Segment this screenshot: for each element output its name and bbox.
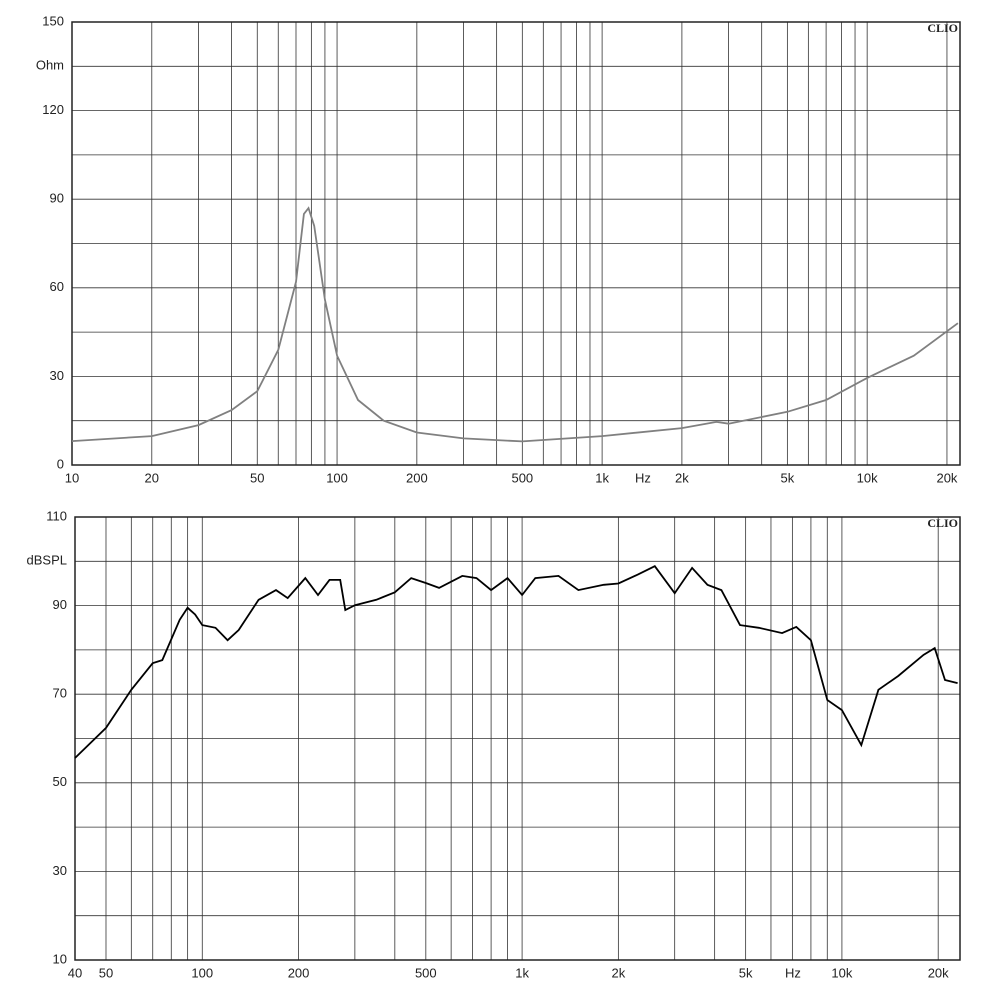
x-tick-label: 500 xyxy=(511,470,533,485)
x-tick-label: 2k xyxy=(612,965,626,980)
x-tick-label: 100 xyxy=(191,965,213,980)
data-line xyxy=(71,206,959,443)
y-tick-label: 0 xyxy=(57,456,64,471)
x-tick-label: 1k xyxy=(515,965,529,980)
x-tick-label: 2k xyxy=(675,470,689,485)
x-tick-label: 10k xyxy=(831,965,852,980)
y-tick-label: 150 xyxy=(42,13,64,28)
x-tick-label: 500 xyxy=(415,965,437,980)
x-tick-label: 200 xyxy=(406,470,428,485)
x-tick-label: 40 xyxy=(68,965,82,980)
y-axis-label: dBSPL xyxy=(27,553,67,568)
x-tick-label: 20k xyxy=(928,965,949,980)
brand-label: CLIO xyxy=(927,516,958,530)
plot-frame xyxy=(71,21,961,466)
x-tick-label: 10k xyxy=(857,470,878,485)
y-tick-label: 110 xyxy=(46,508,67,523)
x-tick-label: 5k xyxy=(781,470,795,485)
y-tick-label: 50 xyxy=(53,774,67,789)
y-tick-label: 30 xyxy=(53,863,67,878)
plot-frame xyxy=(74,516,961,961)
y-tick-label: 30 xyxy=(50,368,64,383)
brand-label: CLIO xyxy=(927,21,958,35)
y-tick-label: 120 xyxy=(42,102,64,117)
x-axis-label: Hz xyxy=(785,965,801,980)
y-tick-label: 70 xyxy=(53,686,67,701)
y-tick-label: 90 xyxy=(50,191,64,206)
x-tick-label: 20 xyxy=(145,470,159,485)
x-tick-label: 200 xyxy=(288,965,310,980)
x-tick-label: 50 xyxy=(250,470,264,485)
x-tick-label: 50 xyxy=(99,965,113,980)
x-axis-label: Hz xyxy=(635,470,651,485)
x-tick-label: 1k xyxy=(595,470,609,485)
y-tick-label: 60 xyxy=(50,279,64,294)
y-tick-label: 10 xyxy=(53,951,67,966)
data-line xyxy=(74,565,958,759)
y-tick-label: 90 xyxy=(53,597,67,612)
y-axis-label: Ohm xyxy=(36,58,64,73)
x-tick-label: 5k xyxy=(739,965,753,980)
x-tick-label: 10 xyxy=(65,470,79,485)
x-tick-label: 20k xyxy=(936,470,957,485)
x-tick-label: 100 xyxy=(326,470,348,485)
